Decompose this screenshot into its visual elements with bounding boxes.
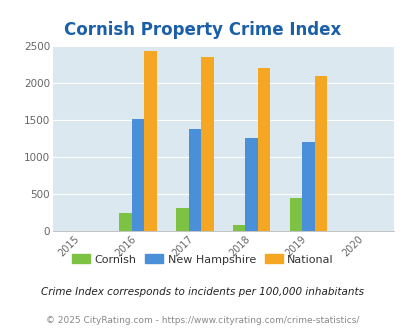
Bar xyxy=(257,68,270,231)
Bar xyxy=(132,119,144,231)
Bar xyxy=(200,56,213,231)
Bar xyxy=(188,129,200,231)
Text: Crime Index corresponds to incidents per 100,000 inhabitants: Crime Index corresponds to incidents per… xyxy=(41,287,364,297)
Text: Cornish Property Crime Index: Cornish Property Crime Index xyxy=(64,21,341,40)
Bar xyxy=(245,138,257,231)
Bar xyxy=(314,76,326,231)
Bar xyxy=(232,225,245,231)
Bar xyxy=(144,50,156,231)
Bar xyxy=(119,213,132,231)
Bar xyxy=(176,208,188,231)
Bar xyxy=(289,198,302,231)
Text: © 2025 CityRating.com - https://www.cityrating.com/crime-statistics/: © 2025 CityRating.com - https://www.city… xyxy=(46,315,359,325)
Legend: Cornish, New Hampshire, National: Cornish, New Hampshire, National xyxy=(68,250,337,269)
Bar xyxy=(302,142,314,231)
